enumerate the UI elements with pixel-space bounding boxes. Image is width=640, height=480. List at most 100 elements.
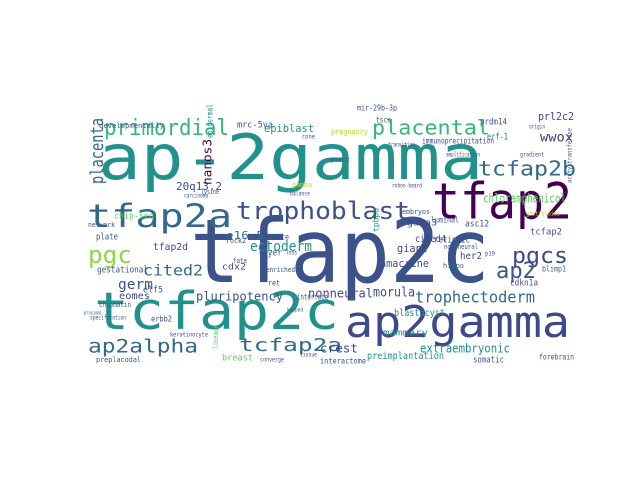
- cloud-word-tfap2a: tfap2a: [87, 197, 232, 235]
- cloud-word-lysine: lysine: [201, 188, 219, 196]
- cloud-word-germ: germ: [118, 277, 153, 293]
- cloud-word-chloramphenicol: chloramphenicol: [483, 192, 566, 206]
- cloud-word-prdm14: prdm14: [480, 118, 507, 128]
- cloud-word-carcinoma: carcinoma: [184, 193, 208, 200]
- cloud-word-morula: morula: [373, 286, 415, 301]
- cloud-word-gastruloids: gastruloids: [526, 211, 560, 218]
- cloud-word-transition: transition: [388, 142, 415, 149]
- cloud-word-converge: converge: [260, 357, 284, 364]
- cloud-word-blastocyst: blastocyst: [394, 308, 445, 319]
- cloud-word-network: network: [88, 221, 116, 229]
- cloud-word-origin: origin: [529, 124, 545, 131]
- cloud-word-ap-2gamma: ap-2gamma: [98, 121, 483, 194]
- cloud-word-20q13-2: 20q13.2: [176, 180, 222, 193]
- cloud-word-ap2: ap2: [496, 259, 536, 284]
- cloud-word-te: te: [281, 233, 289, 242]
- cloud-word-her2: her2: [460, 251, 482, 262]
- cloud-word-tfap2c: tfap2c: [190, 200, 490, 303]
- cloud-word-amplification: amplification: [446, 152, 480, 159]
- cloud-word-loss: loss: [286, 250, 297, 257]
- cloud-word-gestational: gestational: [97, 266, 148, 276]
- cloud-word-tcfap2a: tcfap2a: [239, 335, 342, 356]
- cloud-word-tfap2: tfap2: [432, 173, 572, 231]
- cloud-word-extraembryonic: extraembryonic: [420, 342, 510, 356]
- cloud-word-immunoprecipitation: immunoprecipitation: [422, 137, 494, 146]
- cloud-word-gradient: gradient: [520, 152, 544, 159]
- cloud-word-tissue: tissue: [300, 352, 317, 359]
- cloud-word-hippo: hippo: [443, 262, 464, 270]
- cloud-word-keratinocyte: keratinocyte: [170, 332, 208, 339]
- cloud-word-eomes: eomes: [119, 291, 150, 302]
- cloud-word-cone: cone: [302, 134, 315, 141]
- cloud-word-ret: ret: [268, 279, 280, 288]
- cloud-word-interface: interface: [297, 293, 328, 302]
- cloud-word-preimplantation: preimplantation: [367, 351, 444, 362]
- cloud-word-fate: fate: [233, 257, 247, 265]
- cloud-word-chip-seq: chip-seq: [114, 212, 154, 222]
- cloud-word-giant: giant: [397, 242, 428, 255]
- cloud-word-crest: crest: [320, 342, 358, 356]
- cloud-word-rock2: rock2: [226, 237, 246, 245]
- cloud-word-erf-1: erf-1: [487, 133, 508, 143]
- cloud-word-trophoblast: trophoblast: [236, 197, 410, 225]
- cloud-word-epidermal: epidermal: [206, 104, 215, 138]
- cloud-word-nanos3: nanos3: [201, 139, 215, 185]
- cloud-word-lineage: lineage: [212, 325, 220, 349]
- cloud-word-kapped: kapped: [287, 308, 303, 314]
- cloud-word-forebrain: forebrain: [539, 353, 574, 362]
- cloud-word-proximal: proximal: [84, 311, 102, 317]
- cloud-word-cited2: cited2: [143, 262, 203, 280]
- cloud-word-placenta: placenta: [87, 118, 108, 184]
- cloud-word-layer: layer: [258, 249, 283, 259]
- cloud-word-tcfap2b: tcfap2b: [478, 157, 576, 181]
- cloud-word-interactome: interactome: [320, 357, 366, 366]
- cloud-word-gata3: gata3: [407, 219, 437, 229]
- cloud-word-gamma: gamma: [292, 181, 312, 189]
- cloud-word-non-neural: non-neural: [444, 243, 478, 251]
- cloud-word-prl2c2: prl2c2: [538, 110, 574, 123]
- cloud-word-tpbpa: tpbpa: [372, 208, 381, 232]
- cloud-word-acetyltransferase: acetyltransferase: [567, 128, 574, 183]
- cloud-word-cited4: cited4: [415, 234, 446, 245]
- cloud-word-cdkn1a: cdkn1a: [510, 279, 538, 289]
- cloud-word-blimp1: blimp1: [542, 265, 566, 274]
- cloud-word-pluripotency: pluripotency: [196, 290, 283, 304]
- cloud-word-cdx2: cdx2: [222, 263, 246, 273]
- cloud-word-specification: specification: [90, 315, 126, 322]
- cloud-word-enriched: enriched: [266, 266, 295, 274]
- cloud-word-tfap2d: tfap2d: [153, 242, 188, 253]
- cloud-word-balance: balance: [290, 191, 310, 198]
- cloud-word-developmentally: developmentally: [99, 122, 164, 130]
- cloud-word-rohon-beard: rohon-beard: [392, 183, 422, 190]
- cloud-word-luminal: luminal: [431, 216, 459, 225]
- cloud-word-mir-29b-3p: mir-29b-3p: [357, 104, 397, 113]
- cloud-word-embryos: embryos: [402, 208, 430, 216]
- cloud-word-erbb2: erbb2: [151, 315, 172, 324]
- cloud-word-nonneural: nonneural: [308, 287, 373, 301]
- cloud-word-tscs: tscs: [376, 116, 391, 125]
- cloud-word-tcfap2c: tcfap2c: [94, 282, 339, 342]
- cloud-word-ectoderm: ectoderm: [250, 239, 312, 255]
- cloud-word-ap2gamma: ap2gamma: [345, 297, 570, 348]
- cloud-word-trophectoderm: trophectoderm: [415, 288, 535, 307]
- cloud-word-primordial: primordial: [104, 116, 229, 141]
- cloud-word-placental: placental: [372, 116, 490, 140]
- cloud-word-pregnancy: pregnancy: [331, 128, 368, 137]
- cloud-word-tcfap2: tcfap2: [530, 228, 562, 238]
- cloud-word-plate: plate: [96, 233, 118, 243]
- cloud-word-retinoic: retinoic: [434, 236, 470, 246]
- cloud-word-mrc-5va: mrc-5va: [237, 121, 273, 131]
- cloud-word-amacrine: amacrine: [380, 257, 429, 270]
- cloud-word-asc12: asc12: [465, 220, 489, 230]
- cloud-word-epiblast: epiblast: [264, 122, 314, 135]
- cloud-word-pgcs: pgcs: [512, 244, 568, 269]
- cloud-word-genetic: genetic: [330, 157, 350, 164]
- cloud-word-chromatin: chromatin: [99, 301, 131, 309]
- cloud-word-elf5: elf5: [143, 286, 163, 296]
- cloud-word-breast: breast: [222, 354, 253, 364]
- cloud-word-ap2alpha: ap2alpha: [88, 336, 198, 358]
- cloud-word-somatic: somatic: [473, 356, 504, 366]
- cloud-word-p19: p19: [485, 251, 495, 258]
- cloud-word-preplacodal: preplacodal: [96, 356, 141, 364]
